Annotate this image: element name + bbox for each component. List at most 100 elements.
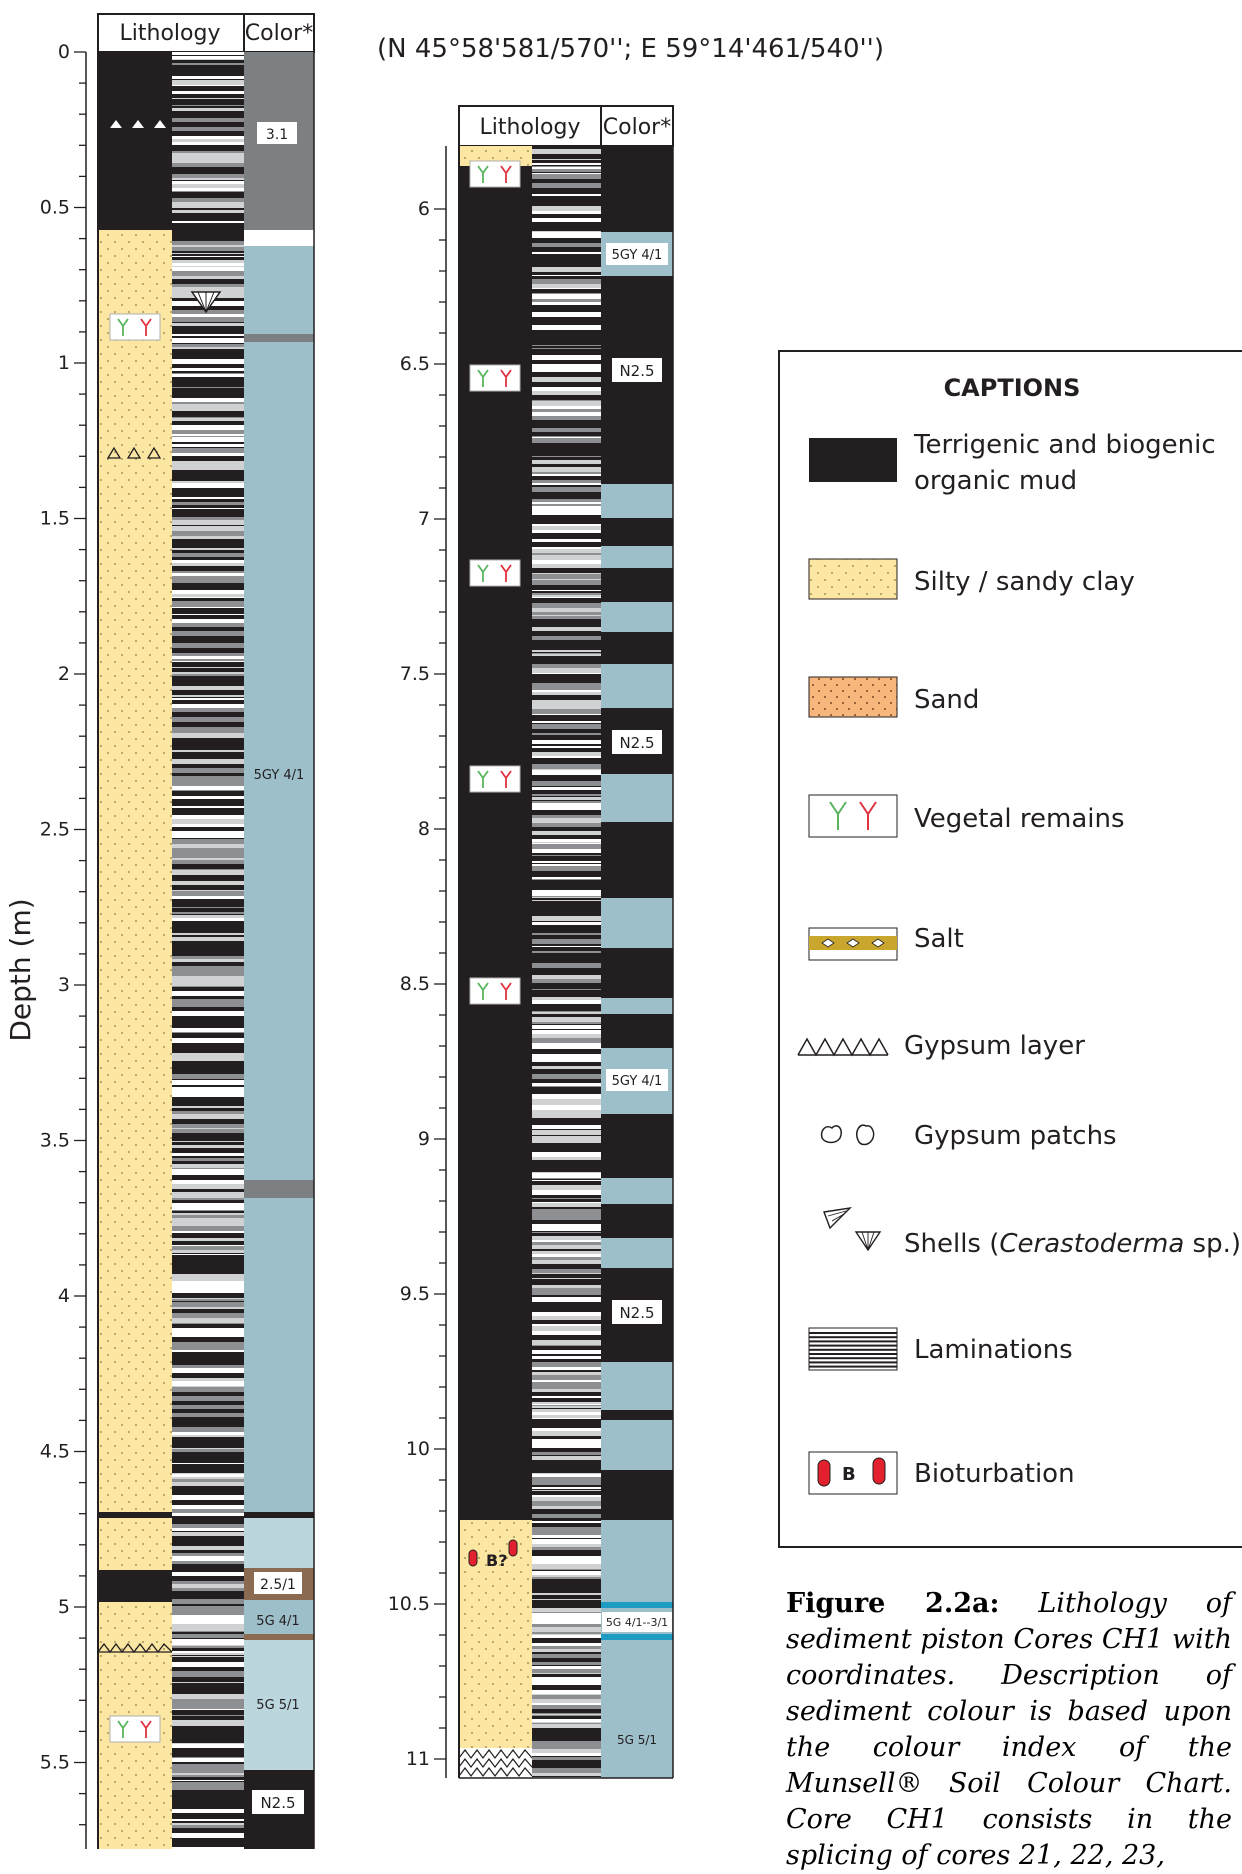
depth-tick-label: 10 bbox=[406, 1438, 430, 1460]
core1-color-label: 2.5/1 bbox=[260, 1577, 296, 1593]
depth-tick-label: 8 bbox=[418, 818, 430, 840]
gypsum-patchs-label: Gypsum patchs bbox=[914, 1121, 1117, 1151]
y-axis-label: Depth (m) bbox=[4, 898, 37, 1041]
core2-vegetal-icon bbox=[469, 977, 521, 1005]
core1-gypsum-layer bbox=[97, 1642, 173, 1654]
depth-tick-label: 1.5 bbox=[40, 508, 70, 530]
depth-tick-label: 0.5 bbox=[40, 197, 70, 219]
sand-label: Sand bbox=[914, 685, 979, 715]
captions-legend: CAPTIONS Terrigenic and biogenic organic… bbox=[778, 350, 1242, 1548]
core2-color-label: 5G 5/1 bbox=[617, 1733, 657, 1747]
coordinates-text: (N 45°58'581/570''; E 59°14'461/540'') bbox=[377, 34, 884, 64]
shells-label-italic: Cerastoderma bbox=[999, 1229, 1184, 1259]
depth-tick-label: 6.5 bbox=[400, 353, 430, 375]
core1-shell-icon bbox=[190, 291, 222, 314]
mud-label-line1: Terrigenic and biogenic bbox=[913, 430, 1216, 460]
salt-icon bbox=[808, 927, 898, 961]
depth-tick-label: 11 bbox=[406, 1748, 430, 1770]
depth-tick-label: 9 bbox=[418, 1128, 430, 1150]
core1-header-lithology: Lithology bbox=[120, 21, 221, 46]
core1-color-label: 5GY 4/1 bbox=[254, 768, 305, 783]
figure-caption-text: Lithology of sediment piston Cores CH1 w… bbox=[786, 1588, 1232, 1871]
core1-color-label: N2.5 bbox=[260, 1794, 295, 1812]
core2-gypsum-layer bbox=[458, 1749, 533, 1777]
gypsum-layer-label: Gypsum layer bbox=[904, 1031, 1085, 1061]
core2-color-label: N2.5 bbox=[619, 734, 654, 752]
laminations-label: Laminations bbox=[914, 1335, 1073, 1365]
core2-vegetal-icon bbox=[469, 364, 521, 392]
core2-color-label: 5GY 4/1 bbox=[612, 1074, 663, 1089]
core2-color-labels: 5GY 4/1 N2.5 N2.5 5GY 4/1 N2.5 5G 4/1--3… bbox=[602, 243, 672, 1747]
core2-bioturbation-icon: B? bbox=[468, 1539, 518, 1570]
bioturbation-label: Bioturbation bbox=[914, 1459, 1075, 1489]
core1-color-labels: 3.1 5GY 4/1 2.5/1 5G 4/1 5G 5/1 N2.5 bbox=[247, 122, 311, 1814]
shells-label: Shells (Cerastoderma sp.) bbox=[904, 1229, 1241, 1259]
vegetal-remains-icon bbox=[808, 794, 898, 838]
gypsum-patchs-icon bbox=[820, 1124, 875, 1146]
bioturbation-icon: B bbox=[808, 1451, 898, 1495]
depth-tick-label: 9.5 bbox=[400, 1283, 430, 1305]
core2-color-label: 5G 4/1--3/1 bbox=[606, 1616, 668, 1629]
depth-tick-label: 7.5 bbox=[400, 663, 430, 685]
depth-tick-label: 3 bbox=[58, 974, 70, 996]
depth-tick-label: 2 bbox=[58, 663, 70, 685]
core-1: Lithology Color* 3.1 5GY 4/1 bbox=[40, 13, 315, 1849]
core1-gypsum-patch-symbols bbox=[110, 120, 166, 128]
depth-tick-label: 6 bbox=[418, 198, 430, 220]
core2-color-label: N2.5 bbox=[619, 362, 654, 380]
depth-tick-label: 4 bbox=[58, 1285, 70, 1307]
depth-tick-label: 10.5 bbox=[388, 1593, 430, 1615]
depth-tick-label: 4.5 bbox=[40, 1441, 70, 1463]
core2-vegetal-icon bbox=[469, 559, 521, 587]
core1-depth-axis: 0 0.5 1 1.5 2 2.5 3 3.5 4 4.5 5 5.5 bbox=[40, 41, 86, 1826]
vegetal-remains-label: Vegetal remains bbox=[914, 804, 1125, 834]
core2-depth-axis: 6 6.5 7 7.5 8 8.5 9 9.5 10 10.5 11 bbox=[388, 198, 446, 1770]
shells-icon bbox=[823, 1206, 882, 1252]
core1-vegetal-icon bbox=[109, 1715, 161, 1743]
depth-tick-label: 3.5 bbox=[40, 1130, 70, 1152]
mud-swatch bbox=[809, 438, 897, 482]
core1-color-label: 5G 5/1 bbox=[256, 1698, 299, 1713]
depth-tick-label: 5.5 bbox=[40, 1752, 70, 1774]
core1-lith-silty-2 bbox=[98, 1518, 172, 1570]
core2-color-label: 5GY 4/1 bbox=[612, 248, 663, 263]
core1-vegetal-icon bbox=[109, 313, 161, 341]
silty-clay-label: Silty / sandy clay bbox=[914, 567, 1135, 597]
core2-bioturbation-label: B? bbox=[486, 1551, 507, 1570]
bioturbation-icon-letter: B bbox=[842, 1464, 856, 1485]
core1-header-color: Color* bbox=[245, 21, 313, 46]
shells-label-pre: Shells ( bbox=[904, 1229, 999, 1259]
core1-color-label: 5G 4/1 bbox=[256, 1614, 299, 1629]
core1-lith-mud-thin bbox=[98, 1512, 172, 1518]
depth-tick-label: 0 bbox=[58, 41, 70, 63]
core1-lith-mud-2 bbox=[98, 1570, 172, 1602]
figure-caption-label: Figure 2.2a: bbox=[786, 1588, 1000, 1619]
core1-gypsum-outline-symbols bbox=[106, 446, 162, 459]
salt-label: Salt bbox=[914, 924, 964, 954]
depth-tick-label: 1 bbox=[58, 352, 70, 374]
laminations-icon bbox=[808, 1327, 898, 1371]
core2-laminations bbox=[532, 146, 601, 1778]
mud-label-line2: organic mud bbox=[914, 466, 1077, 496]
core2-color-label: N2.5 bbox=[619, 1304, 654, 1322]
figure-caption: Figure 2.2a: Lithology of sediment pisto… bbox=[786, 1586, 1232, 1874]
core2-vegetal-icon bbox=[469, 160, 521, 188]
silty-clay-swatch bbox=[808, 558, 898, 600]
core2-vegetal-icon bbox=[469, 765, 521, 793]
core1-laminations bbox=[172, 52, 244, 1849]
core1-lith-mud-top bbox=[98, 52, 172, 230]
depth-tick-label: 8.5 bbox=[400, 973, 430, 995]
gypsum-layer-icon bbox=[797, 1037, 889, 1057]
core1-lith-silty-1 bbox=[98, 230, 172, 1512]
core1-color-label: 3.1 bbox=[266, 127, 288, 143]
depth-tick-label: 5 bbox=[58, 1596, 70, 1618]
depth-tick-label: 7 bbox=[418, 508, 430, 530]
shells-label-post: sp.) bbox=[1184, 1229, 1241, 1259]
core2-lith-mud bbox=[459, 166, 532, 1520]
sand-swatch bbox=[808, 676, 898, 718]
core-2: Lithology Color* bbox=[388, 105, 674, 1779]
depth-tick-label: 2.5 bbox=[40, 819, 70, 841]
core2-header-color: Color* bbox=[603, 115, 671, 140]
core2-header-lithology: Lithology bbox=[480, 115, 581, 140]
